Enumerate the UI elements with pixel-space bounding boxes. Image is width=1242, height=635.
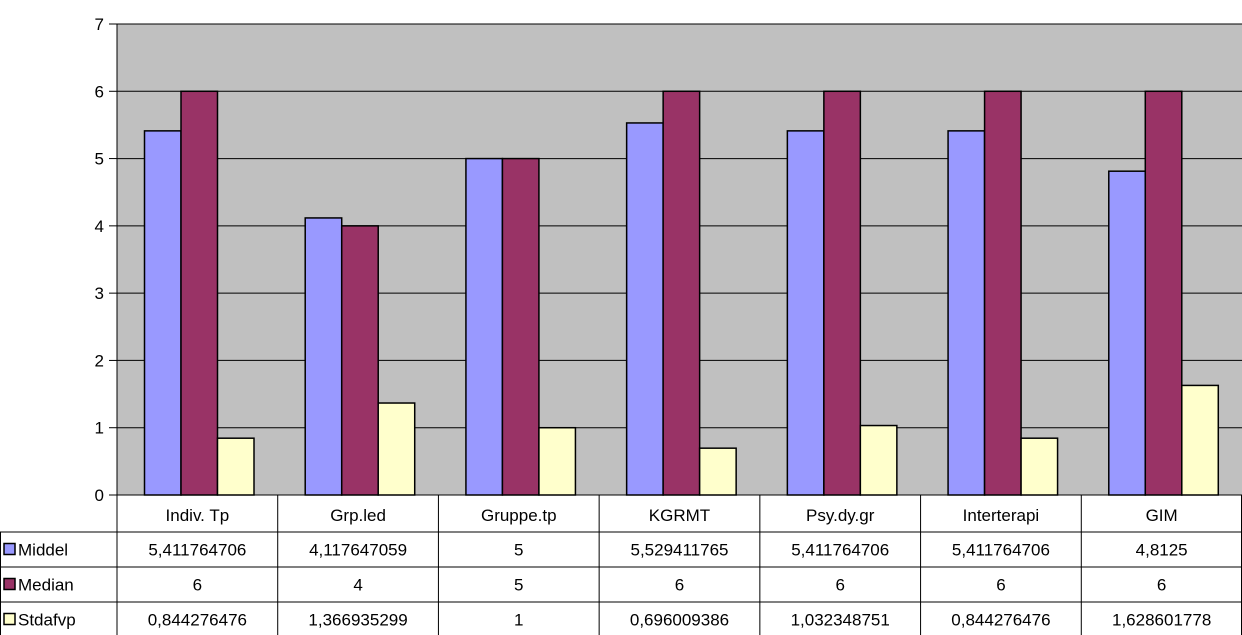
data-label: 6 [1157, 576, 1166, 595]
bar-median [340, 225, 379, 496]
y-tick-label: 7 [95, 15, 104, 34]
data-label: 0,696009386 [630, 611, 729, 630]
bar-stdafvp [698, 447, 737, 496]
legend-label: Middel [18, 541, 68, 560]
data-label: 4,8125 [1136, 541, 1188, 560]
legend-label: Stdafvp [18, 611, 76, 630]
legend-swatch-middel [3, 542, 16, 556]
data-label: 4,117647059 [309, 541, 407, 560]
data-label: 6 [996, 576, 1005, 595]
bar-median [180, 90, 219, 496]
data-label: 6 [675, 576, 684, 595]
data-label: 5,411764706 [148, 541, 246, 560]
y-tick-label: 5 [95, 150, 104, 169]
data-label: 0,844276476 [148, 611, 247, 630]
category-label: GIM [1146, 506, 1178, 525]
category-label: Indiv. Tp [166, 506, 230, 525]
legend-label: Median [18, 576, 74, 595]
category-label: Interterapi [963, 506, 1040, 525]
y-tick-label: 1 [95, 419, 104, 438]
bar-middel [625, 122, 664, 496]
data-label: 0,844276476 [951, 611, 1050, 630]
data-label: 5,411764706 [952, 541, 1050, 560]
data-label: 5,529411765 [630, 541, 728, 560]
data-label: 1 [514, 611, 523, 630]
bar-stdafvp [377, 402, 416, 496]
data-label: 1,032348751 [791, 611, 890, 630]
data-label: 5,411764706 [791, 541, 889, 560]
data-label: 4 [353, 576, 362, 595]
data-label: 1,628601778 [1112, 611, 1211, 630]
y-tick-label: 6 [95, 82, 104, 101]
bar-stdafvp [859, 424, 898, 496]
category-label: KGRMT [649, 506, 710, 525]
bar-middel [1108, 170, 1147, 496]
bar-median [983, 90, 1022, 496]
legend-swatch-median [3, 577, 16, 591]
y-tick-label: 3 [95, 284, 104, 303]
y-tick-label: 0 [95, 486, 104, 505]
data-table: Indiv. Tp Grp.led Gruppe.tp KGRMT Psy.dy.gr I… [0, 494, 1242, 635]
category-label: Gruppe.tp [481, 506, 557, 525]
bar-median [501, 157, 540, 496]
y-tick-label: 4 [95, 217, 104, 236]
bar-stdafvp [1020, 437, 1059, 496]
bar-median [1144, 90, 1183, 496]
legend-swatch-stdafvp [3, 612, 16, 626]
bar-stdafvp [216, 437, 255, 496]
y-tick-label: 2 [95, 351, 104, 370]
bar-middel [304, 217, 343, 496]
data-label: 5 [514, 541, 523, 560]
bar-stdafvp [1181, 384, 1220, 496]
bar-middel [786, 130, 825, 496]
data-label: 6 [835, 576, 844, 595]
bar-median [823, 90, 862, 496]
bar-median [662, 90, 701, 496]
data-label: 1,366935299 [308, 611, 407, 630]
bar-middel [947, 130, 986, 496]
data-label: 5 [514, 576, 523, 595]
bar-middel [143, 130, 182, 496]
bar-middel [465, 157, 504, 496]
category-label: Psy.dy.gr [806, 506, 875, 525]
category-label: Grp.led [330, 506, 386, 525]
bar-stdafvp [538, 426, 577, 496]
data-label: 6 [193, 576, 202, 595]
